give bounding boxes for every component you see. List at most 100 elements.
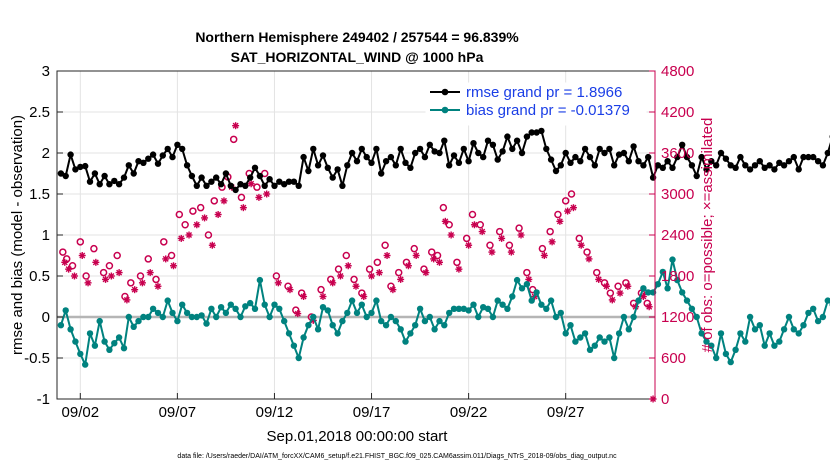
- bias-point: [222, 309, 230, 317]
- obs-possible-marker: [350, 275, 358, 284]
- y-tick-label: 3: [42, 63, 50, 80]
- bias-point: [256, 276, 264, 284]
- obs-possible-marker: [583, 248, 591, 256]
- bias-point: [106, 346, 113, 353]
- obs-assimilated-marker: [360, 293, 368, 300]
- bias-point: [513, 276, 521, 284]
- rmse-point: [179, 145, 186, 153]
- obs-assimilated-marker: [602, 282, 610, 290]
- obs-possible-marker: [468, 210, 477, 219]
- bias-point: [290, 342, 298, 349]
- obs-possible-marker: [175, 210, 184, 219]
- bias-point: [213, 313, 220, 321]
- bias-point: [586, 346, 594, 353]
- bias-point: [169, 309, 176, 317]
- rmse-point: [193, 182, 200, 189]
- obs-assimilated-stroke: [603, 283, 610, 290]
- rmse-point: [717, 149, 725, 157]
- obs-possible-marker: [76, 238, 85, 246]
- obs-assimilated-stroke: [286, 286, 293, 293]
- bias-point: [198, 312, 205, 319]
- obs-assimilated-stroke: [170, 262, 177, 269]
- x-tick-label: 09/02: [62, 404, 100, 421]
- obs-possible-marker: [523, 268, 531, 277]
- bias-point: [654, 281, 662, 288]
- x-tick-label: 09/27: [547, 404, 585, 421]
- bias-point: [620, 313, 628, 321]
- rmse-point: [533, 129, 540, 136]
- rmse-point: [625, 158, 632, 165]
- y2-axis-label: # of obs: o=possible; ×=assimilated: [699, 118, 716, 353]
- rmse-point: [659, 164, 666, 171]
- rmse-point: [785, 158, 793, 165]
- bias-point: [271, 301, 278, 308]
- obs-assimilated-marker: [368, 272, 376, 280]
- obs-assimilated-marker: [193, 221, 201, 229]
- legend-rmse-label: rmse grand pr = 1.8966: [466, 84, 622, 101]
- bias-point: [679, 289, 686, 296]
- rmse-point: [635, 158, 642, 165]
- obs-possible-marker: [90, 244, 98, 253]
- obs-assimilated-stroke: [275, 279, 282, 286]
- bias-point: [203, 320, 210, 327]
- y2-tick-label: 0: [661, 391, 669, 408]
- obs-assimilated-stroke: [294, 310, 301, 317]
- bias-point: [82, 361, 89, 368]
- footer-data-file: data file: /Users/raeder/DAI/ATM_forcXX/…: [177, 453, 617, 460]
- bias-point: [810, 305, 817, 312]
- rmse-point: [329, 174, 336, 181]
- obs-assimilated-stroke: [498, 235, 505, 242]
- rmse-point: [77, 163, 84, 171]
- bias-point: [577, 334, 584, 341]
- obs-assimilated-stroke: [624, 283, 631, 290]
- obs-possible-marker: [59, 248, 67, 256]
- obs-assimilated-marker: [201, 214, 209, 222]
- bias-point: [625, 326, 632, 333]
- bias-point: [606, 334, 613, 341]
- bias-point: [780, 326, 788, 333]
- bias-point: [771, 342, 778, 349]
- obs-assimilated-stroke: [92, 259, 99, 266]
- obs-assimilated-marker: [517, 231, 525, 239]
- obs-assimilated-marker: [556, 217, 564, 225]
- obs-assimilated-stroke: [300, 293, 307, 300]
- rmse-point: [276, 178, 283, 185]
- obs-assimilated-stroke: [448, 232, 455, 238]
- obs-assimilated-marker: [294, 310, 302, 318]
- rmse-point: [630, 143, 637, 150]
- obs-possible-marker: [204, 231, 213, 239]
- rmse-point: [120, 174, 128, 181]
- obs-assimilated-marker: [208, 241, 216, 249]
- rmse-point: [572, 153, 579, 161]
- legend: rmse grand pr = 1.8966 bias grand pr = -…: [425, 82, 647, 126]
- obs-assimilated-marker: [645, 303, 653, 311]
- bias-point: [698, 330, 705, 337]
- rmse-point: [290, 178, 298, 185]
- obs-assimilated-marker: [300, 293, 308, 300]
- bias-point: [693, 313, 700, 321]
- bias-point: [305, 322, 312, 329]
- rmse-point: [334, 166, 341, 173]
- rmse-point: [722, 155, 730, 162]
- rmse-point: [795, 166, 802, 173]
- bias-point: [193, 313, 200, 321]
- rmse-point: [746, 166, 754, 173]
- obs-possible-marker: [606, 289, 615, 297]
- obs-assimilated-marker: [185, 231, 193, 239]
- obs-assimilated-marker: [375, 269, 383, 277]
- bias-point: [460, 305, 467, 312]
- bias-point: [62, 307, 69, 314]
- obs-assimilated-marker: [383, 252, 391, 259]
- bias-point: [217, 304, 225, 311]
- bias-point: [251, 305, 259, 312]
- obs-possible-marker: [505, 241, 514, 249]
- obs-assimilated-marker: [162, 255, 170, 263]
- rmse-point: [387, 153, 395, 161]
- legend-bias-label: bias grand pr = -0.01379: [466, 102, 630, 119]
- bias-point: [635, 297, 642, 304]
- bias-point: [183, 309, 191, 317]
- obs-possible-marker: [210, 197, 219, 205]
- bias-point: [319, 304, 327, 311]
- rmse-point: [135, 158, 142, 165]
- rmse-point: [732, 164, 739, 171]
